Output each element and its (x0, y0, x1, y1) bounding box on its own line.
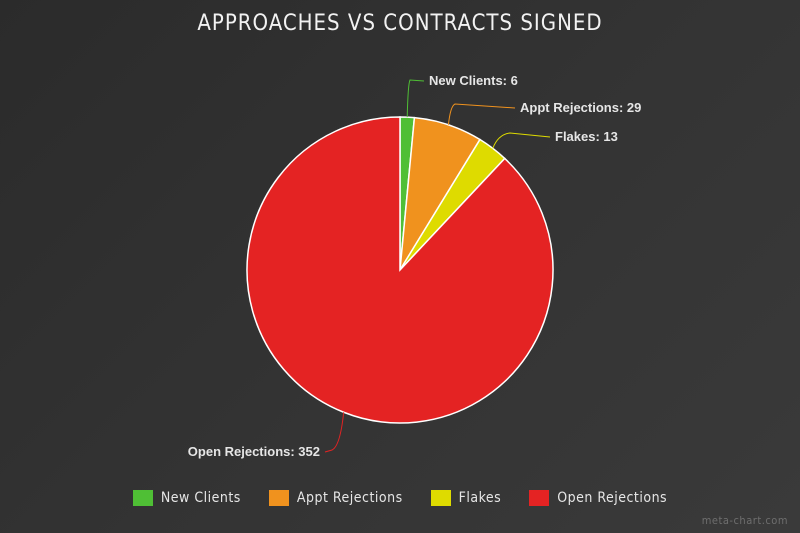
pie-slice-open-rejections[interactable] (246, 116, 554, 424)
data-label-appt-rejections: Appt Rejections: 29 (520, 100, 641, 115)
legend-swatch-new-clients (132, 490, 153, 506)
watermark-text: meta-chart.com (701, 514, 788, 527)
legend-swatch-open-rejections (529, 490, 550, 506)
leader-line-new-clients (406, 79, 425, 118)
data-label-open-rejections: Open Rejections: 352 (188, 444, 320, 459)
data-label-flakes: Flakes: 13 (555, 129, 618, 144)
legend-item-new-clients[interactable]: New Clients (132, 490, 241, 506)
leader-lines (324, 79, 551, 453)
legend: New Clients Appt Rejections Flakes Open Rej… (0, 487, 800, 509)
legend-item-flakes[interactable]: Flakes (430, 490, 502, 506)
legend-label-appt-rejections: Appt Rejections (296, 490, 403, 506)
legend-swatch-flakes (430, 490, 451, 506)
legend-label-open-rejections: Open Rejections (557, 490, 668, 506)
leader-line-flakes (492, 132, 551, 149)
legend-label-flakes: Flakes (458, 490, 502, 506)
data-label-new-clients: New Clients: 6 (429, 73, 518, 88)
legend-item-appt-rejections[interactable]: Appt Rejections (268, 490, 403, 506)
chart-title: APPROACHES VS CONTRACTS SIGNED (197, 11, 603, 36)
legend-item-open-rejections[interactable]: Open Rejections (529, 490, 667, 506)
leader-line-open-rejections (324, 412, 345, 453)
legend-swatch-appt-rejections (268, 490, 289, 506)
leader-line-appt-rejections (447, 103, 516, 125)
pie-slices (246, 116, 554, 424)
legend-label-new-clients: New Clients (160, 490, 241, 506)
